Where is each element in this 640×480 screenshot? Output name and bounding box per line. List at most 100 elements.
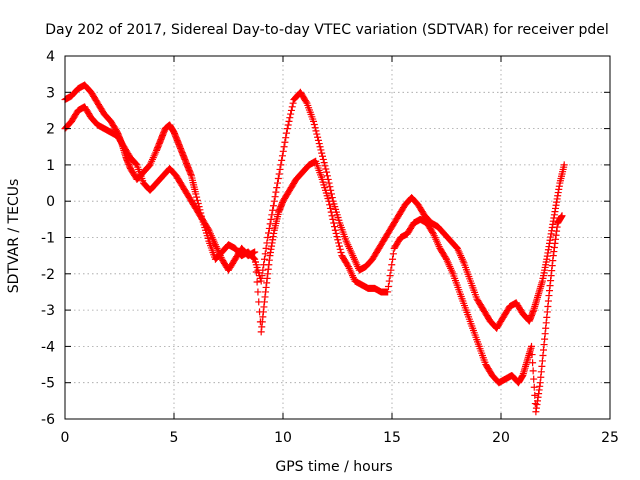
data-point (262, 244, 270, 252)
data-point (317, 146, 325, 154)
data-point (268, 211, 276, 219)
data-point (252, 268, 260, 276)
data-point (319, 155, 327, 163)
y-tick-label: -2 (41, 267, 55, 283)
data-point (326, 183, 334, 191)
data-point (386, 272, 394, 280)
data-point (312, 127, 320, 135)
data-point (288, 103, 296, 111)
x-tick-label: 25 (601, 430, 619, 446)
y-tick-label: -3 (41, 303, 55, 319)
y-tick-label: -4 (41, 339, 55, 355)
data-point (320, 159, 328, 167)
data-point (333, 233, 341, 241)
series-upper-track (61, 81, 568, 332)
data-point (283, 125, 291, 133)
data-point (302, 98, 310, 106)
data-point (529, 367, 537, 375)
x-tick-label: 15 (383, 430, 401, 446)
data-point (530, 383, 538, 391)
data-point (323, 172, 331, 180)
data-point (313, 130, 321, 138)
data-point (277, 161, 285, 169)
data-point (328, 194, 336, 202)
data-point (287, 106, 295, 114)
x-tick-labels: 0 5 10 15 20 25 (61, 430, 619, 446)
data-point (331, 226, 339, 234)
data-point (257, 277, 265, 285)
data-point (276, 165, 284, 173)
data-point (321, 162, 329, 170)
x-tick-label: 5 (170, 430, 179, 446)
data-point (429, 229, 437, 237)
data-point (280, 143, 288, 151)
data-point (528, 351, 536, 359)
data-point (335, 239, 343, 247)
axis-ticks (64, 55, 611, 420)
data-point (274, 175, 282, 183)
data-point (273, 184, 281, 192)
data-point (334, 236, 342, 244)
y-tick-label: -1 (41, 231, 55, 247)
data-point (251, 248, 259, 256)
grid (65, 56, 610, 419)
data-point (253, 278, 261, 286)
x-axis-label: GPS time / hours (275, 459, 392, 475)
y-tick-label: 1 (46, 158, 55, 174)
data-point (384, 283, 392, 291)
data-point (389, 255, 397, 263)
data-point (318, 149, 326, 157)
series-lower-track (61, 103, 566, 416)
data-point (384, 288, 392, 296)
data-point (326, 204, 334, 212)
data-point (327, 208, 335, 216)
y-tick-label: 3 (46, 85, 55, 101)
x-tick-label: 0 (61, 430, 70, 446)
data-point (264, 234, 272, 241)
y-tick-label: 0 (46, 194, 55, 210)
data-point (260, 255, 268, 263)
data-point (192, 190, 200, 198)
data-point (331, 223, 339, 231)
data-point (285, 117, 293, 125)
data-point (337, 248, 345, 256)
data-point (287, 110, 295, 118)
data-point (315, 140, 323, 148)
data-point (530, 375, 538, 383)
data-point (204, 225, 212, 233)
data-point (330, 219, 338, 227)
data-point (529, 359, 537, 367)
data-point (283, 129, 291, 137)
data-point (250, 254, 258, 262)
data-point (311, 124, 319, 132)
data-point (328, 212, 336, 220)
data-point (284, 121, 292, 129)
data-point (528, 342, 536, 350)
data-point (278, 156, 286, 164)
data-point (282, 134, 290, 142)
data-point (193, 193, 201, 201)
y-tick-label: -6 (41, 412, 55, 428)
data-point (289, 99, 297, 107)
data-point (442, 254, 450, 262)
data-point (324, 175, 332, 183)
data-point (281, 138, 289, 146)
data-point (274, 179, 282, 187)
data-point (325, 197, 333, 205)
data-point (310, 117, 318, 125)
data-point (270, 197, 278, 205)
data-point (385, 277, 393, 285)
data-point (558, 212, 566, 220)
data-point (271, 193, 279, 201)
data-point (325, 179, 333, 187)
data-point (387, 266, 395, 274)
data-point (278, 152, 286, 160)
data-point (329, 215, 337, 223)
y-tick-label: 2 (46, 122, 55, 138)
data-point (258, 272, 266, 280)
data-point (389, 250, 397, 258)
data-point (251, 258, 259, 266)
data-point (193, 196, 201, 204)
data-points (61, 81, 568, 416)
